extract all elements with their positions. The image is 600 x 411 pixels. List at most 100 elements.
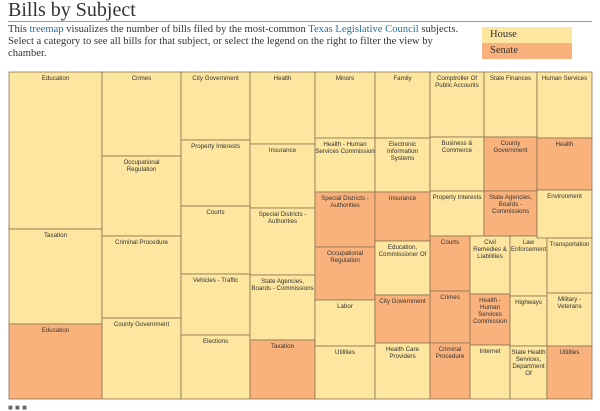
treemap-cell-rect[interactable] [429,190,485,237]
treemap-cell-rect[interactable] [374,294,431,344]
treemap-cell-rect[interactable] [314,137,376,193]
treemap-cell-rect[interactable] [483,71,538,138]
treemap-cell-county-government-house[interactable]: County Government [101,317,182,400]
treemap-cell-state-health-services-department-of-house[interactable]: State Health Services, Department Of [509,345,548,400]
treemap-cell-health-human-services-commission-senate[interactable]: Health -Human Services Commission [469,293,511,346]
treemap-cell-property-interests-house[interactable]: Property Interests [180,139,251,207]
treemap-cell-state-agencies-boards-commissions-house[interactable]: State Agencies, Boards - Commissions [249,274,316,341]
treemap-cell-rect[interactable] [101,71,182,157]
treemap-cell-courts-house[interactable]: Courts [180,205,251,275]
treemap-cell-label: Education, Commissioner Of [379,244,427,258]
treemap-cell-rect[interactable] [469,235,511,295]
treemap-cell-internet-house[interactable]: Internet [469,344,511,400]
treemap-cell-occupational-regulation-house[interactable]: Occupational Regulation [101,155,182,237]
treemap-cell-vehicles-traffic-house[interactable]: Vehicles - Traffic [180,273,251,336]
treemap-cell-rect[interactable] [374,191,431,242]
treemap-cell-special-districts-authorities-senate[interactable]: Special Districts -Authorities [314,191,376,248]
treemap-cell-military-veterans-house[interactable]: Military -Veterans [546,292,593,347]
treemap-cell-rect[interactable] [8,228,103,325]
treemap-cell-rect[interactable] [374,342,431,400]
legend-senate[interactable]: Senate [482,43,572,59]
treemap-cell-transportation-house[interactable]: Transportation [546,237,593,294]
treemap-cell-criminal-procedure-house[interactable]: Criminal Procedure [101,235,182,319]
treemap-cell-elections-house[interactable]: Elections [180,334,251,400]
treemap-cell-electronic-information-systems-house[interactable]: Electronic Information Systems [374,137,431,193]
treemap-cell-rect[interactable] [314,191,376,248]
treemap-cell-label: Criminal Procedure [115,239,169,246]
treemap-cell-taxation-house[interactable]: Taxation [8,228,103,325]
treemap-cell-rect[interactable] [536,71,593,139]
treemap-cell-environment-house[interactable]: Environment [536,189,593,239]
texas-legislative-council-link[interactable]: Texas Legislative Council [308,24,419,35]
treemap-cell-rect[interactable] [180,334,251,400]
treemap-link[interactable]: treemap [29,24,64,35]
treemap-cell-education-senate[interactable]: Education [8,323,103,400]
treemap-cell-rect[interactable] [101,317,182,400]
treemap-cell-courts-senate[interactable]: Courts [429,235,471,292]
treemap-cell-taxation-senate[interactable]: Taxation [249,339,316,400]
treemap-cell-rect[interactable] [429,235,471,292]
treemap-cell-minors-house[interactable]: Minors [314,71,376,139]
treemap-cell-crimes-senate[interactable]: Crimes [429,290,471,344]
treemap-cell-comptroller-of-public-accounts-house[interactable]: Comptroller Of Public Accounts [429,71,485,138]
treemap-cell-rect[interactable] [546,345,593,400]
treemap-cell-label: Family [393,75,412,82]
treemap-cell-rect[interactable] [483,190,538,237]
treemap-cell-rect[interactable] [180,139,251,207]
treemap-cell-health-care-providers-house[interactable]: Health Care Providers [374,342,431,400]
treemap-cell-city-government-senate[interactable]: City Government [374,294,431,344]
treemap-cell-rect[interactable] [429,136,485,192]
treemap-cell-label: State Health Services, Department Of [511,349,546,377]
treemap-cell-rect[interactable] [249,339,316,400]
treemap-cell-civil-remedies-liabilities-house[interactable]: Civil Remedies & Liabilities [469,235,511,295]
treemap-cell-rect[interactable] [429,342,471,400]
treemap-cell-rect[interactable] [509,295,548,347]
treemap-cell-insurance-senate[interactable]: Insurance [374,191,431,242]
treemap-cell-rect[interactable] [180,273,251,336]
treemap-cell-rect[interactable] [483,136,538,192]
treemap-cell-rect[interactable] [509,345,548,400]
treemap-cell-rect[interactable] [429,71,485,138]
treemap-cell-health-human-services-commission-house[interactable]: Health - Human Services Commission [314,137,376,193]
treemap-cell-criminal-procedure-senate[interactable]: Criminal Procedure [429,342,471,400]
treemap-cell-law-enforcement-house[interactable]: Law Enforcement [509,235,548,297]
legend-house[interactable]: House [482,27,572,43]
treemap-cell-rect[interactable] [180,71,251,141]
treemap-cell-rect[interactable] [249,71,316,145]
treemap-cell-rect[interactable] [314,71,376,139]
treemap-cell-rect[interactable] [374,137,431,193]
treemap-cell-labor-house[interactable]: Labor [314,299,376,347]
treemap-cell-family-house[interactable]: Family [374,71,431,139]
treemap-cell-city-government-house[interactable]: City Government [180,71,251,141]
treemap-cell-rect[interactable] [249,274,316,341]
treemap-cell-label: Special Districts -Authorities [259,211,307,225]
treemap-cell-rect[interactable] [469,344,511,400]
treemap-cell-rect[interactable] [536,137,593,191]
treemap-cell-special-districts-authorities-house[interactable]: Special Districts -Authorities [249,207,316,276]
treemap-cell-highways-house[interactable]: Highways [509,295,548,347]
treemap-cell-property-interests-house[interactable]: Property Interests [429,190,485,237]
treemap-cell-rect[interactable] [249,143,316,209]
treemap-cell-rect[interactable] [8,71,103,230]
treemap-cell-health-house[interactable]: Health [249,71,316,145]
treemap-cell-rect[interactable] [8,323,103,400]
treemap-cell-rect[interactable] [101,235,182,319]
treemap-cell-occupational-regulation-senate[interactable]: Occupational Regulation [314,246,376,301]
treemap-cell-utilities-house[interactable]: Utilities [314,345,376,400]
treemap-cell-insurance-house[interactable]: Insurance [249,143,316,209]
treemap-cell-rect[interactable] [314,299,376,347]
treemap-cell-state-finances-house[interactable]: State Finances [483,71,538,138]
treemap-cell-crimes-house[interactable]: Crimes [101,71,182,157]
treemap-cell-rect[interactable] [314,246,376,301]
treemap-cell-rect[interactable] [509,235,548,297]
treemap-cell-state-agencies-boards-commissions-senate[interactable]: State Agencies, Boards -Commissions [483,190,538,237]
treemap-cell-human-services-house[interactable]: Human Services [536,71,593,139]
treemap-cell-rect[interactable] [536,189,593,239]
treemap-cell-education-commissioner-of-house[interactable]: Education, Commissioner Of [374,240,431,296]
treemap-cell-education-house[interactable]: Education [8,71,103,230]
treemap-cell-rect[interactable] [180,205,251,275]
treemap-cell-health-senate[interactable]: Health [536,137,593,191]
treemap-cell-county-government-senate[interactable]: County Government [483,136,538,192]
treemap-cell-utilities-senate[interactable]: Utilities [546,345,593,400]
treemap-cell-business-commerce-house[interactable]: Business & Commerce [429,136,485,192]
